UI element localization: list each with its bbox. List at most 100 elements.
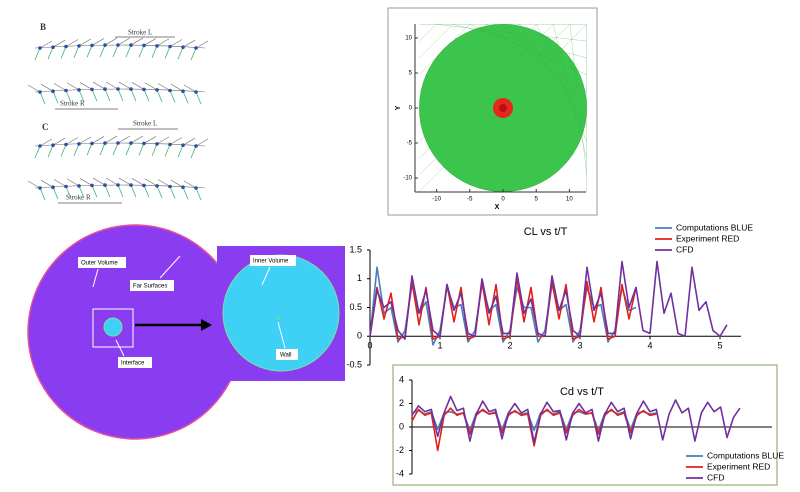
- wing-stroke-diagram: B Stroke L Stroke R C Stroke L Stroke R: [27, 22, 209, 204]
- force-arrow: [144, 178, 158, 187]
- mesh-texture: [553, 24, 587, 159]
- mesh-texture: [519, 24, 587, 125]
- wing-dot: [38, 144, 42, 148]
- chart-title: CL vs t/T: [524, 226, 568, 238]
- force-arrow: [66, 178, 80, 187]
- diagram-label: Wall: [280, 353, 291, 359]
- wing-chord: [86, 143, 93, 156]
- wing-dot: [90, 87, 94, 92]
- force-arrow: [130, 135, 144, 144]
- force-arrow: [156, 136, 170, 145]
- wing-dot: [181, 185, 185, 190]
- wing-chord: [151, 143, 158, 157]
- legend-label: Computations BLUE: [707, 450, 784, 460]
- wing-dot: [90, 141, 94, 146]
- wing-chord: [195, 91, 202, 105]
- pointer: [261, 266, 271, 286]
- y-tick-label: -2: [396, 445, 404, 455]
- mesh-texture: [419, 24, 437, 42]
- chart-title: Cd vs t/T: [560, 386, 604, 398]
- wing-chord: [34, 145, 41, 159]
- wing-dot: [38, 46, 42, 50]
- force-arrow: [195, 138, 209, 147]
- stroke-path: [34, 88, 206, 93]
- mesh-texture: [419, 24, 470, 75]
- wing-chord: [73, 45, 80, 59]
- wing-dot: [142, 87, 146, 92]
- stroke-label: Stroke R: [60, 100, 85, 108]
- wing-chord: [195, 187, 202, 201]
- force-arrow: [92, 177, 106, 186]
- mesh-texture: [419, 24, 504, 109]
- wing-dot: [51, 185, 55, 190]
- y-tick-label: 10: [405, 36, 412, 42]
- legend-label: Computations BLUE: [676, 222, 753, 232]
- wing-chord: [190, 145, 197, 159]
- wing-dot: [116, 141, 120, 145]
- wing-dot: [155, 88, 159, 92]
- wing-chord: [47, 47, 54, 60]
- force-arrow: [156, 38, 170, 47]
- wing-chord: [91, 89, 98, 102]
- diagram-label: Inner Volume: [253, 259, 289, 265]
- wing-dot: [116, 183, 120, 187]
- force-arrow: [65, 137, 79, 145]
- force-arrow: [65, 39, 79, 47]
- force-arrow: [53, 83, 67, 91]
- wing-chord: [104, 88, 111, 102]
- stroke-path: [34, 142, 206, 147]
- wing-chord: [34, 47, 41, 61]
- force-arrow: [78, 38, 92, 47]
- wing-chord: [65, 186, 72, 199]
- wing-chord: [164, 144, 171, 157]
- wing-dot: [129, 87, 133, 91]
- mesh-texture: [419, 24, 554, 159]
- stroke-label: Stroke L: [133, 120, 157, 128]
- wing-chord: [156, 185, 163, 199]
- legend-label: CFD: [707, 472, 724, 482]
- wing-chord: [60, 46, 67, 59]
- wing-dot: [103, 183, 107, 187]
- x-tick-label: 5: [535, 197, 539, 203]
- wing-dot: [64, 88, 68, 93]
- wing-chord: [190, 47, 197, 61]
- force-arrow: [157, 179, 171, 187]
- panel-label: C: [42, 122, 49, 132]
- wing-dot: [64, 184, 68, 189]
- y-tick-label: 0: [409, 106, 413, 112]
- label-box: [78, 257, 126, 268]
- force-arrow: [144, 82, 158, 91]
- mesh-texture: [419, 24, 520, 125]
- force-arrow: [143, 38, 157, 46]
- wing-chord: [177, 145, 184, 158]
- mesh-texture: [419, 24, 537, 142]
- wing-chord: [169, 90, 176, 103]
- legend-label: Experiment RED: [676, 233, 739, 243]
- wing-chord: [117, 184, 124, 198]
- force-arrow: [117, 135, 131, 144]
- wing-chord: [39, 187, 46, 201]
- wall: [276, 316, 280, 320]
- y-tick-label: -5: [407, 141, 413, 147]
- force-arrow: [170, 179, 184, 188]
- stroke-label: Stroke L: [128, 29, 152, 37]
- pointer: [92, 268, 99, 288]
- y-tick-label: 1: [357, 273, 362, 283]
- force-arrow: [182, 137, 196, 146]
- force-arrow: [118, 177, 132, 186]
- force-arrow: [195, 40, 209, 49]
- wing-dot: [129, 43, 133, 47]
- force-arrow: [131, 82, 145, 90]
- wing-chord: [143, 185, 150, 198]
- pointer: [159, 255, 181, 279]
- wing-chord: [130, 184, 137, 198]
- force-arrow: [117, 37, 131, 46]
- wing-dot: [51, 45, 55, 50]
- wing-dot: [168, 44, 172, 49]
- x-tick-label: 0: [367, 341, 372, 351]
- y-tick-label: -0.5: [346, 359, 362, 369]
- wing-chord: [47, 145, 54, 158]
- y-tick-label: 2: [399, 398, 404, 408]
- wing-chord: [104, 184, 111, 198]
- force-arrow: [143, 136, 157, 144]
